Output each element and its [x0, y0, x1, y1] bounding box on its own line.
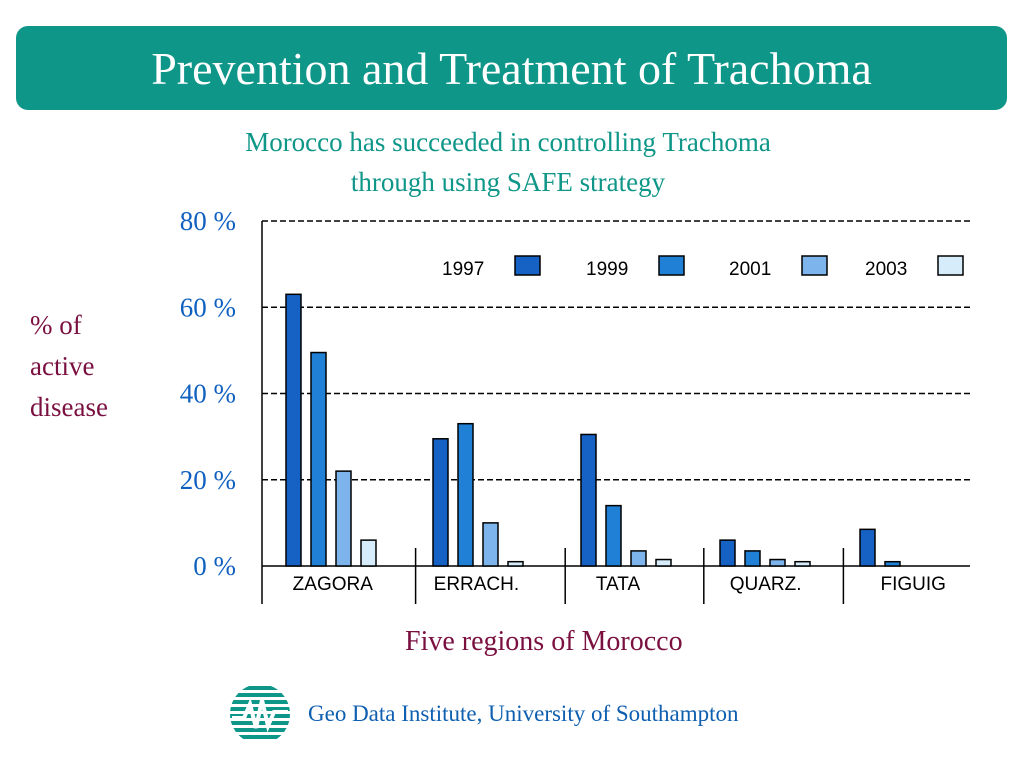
title-banner: Prevention and Treatment of Trachoma	[16, 26, 1007, 110]
legend-swatch-1999	[658, 255, 685, 276]
y-tick-label-3: 60 %	[180, 292, 236, 322]
legend-label-1997: 1997	[442, 259, 484, 280]
bar-tata-2003	[655, 558, 672, 567]
bar-tata-1999	[605, 504, 622, 567]
legend-label-2001: 2001	[729, 259, 771, 280]
x-axis-title: Five regions of Morocco	[405, 626, 683, 657]
slide-title: Prevention and Treatment of Trachoma	[151, 42, 872, 94]
y-tick-label-2: 40 %	[180, 379, 236, 409]
bar-errach-1999	[457, 422, 474, 567]
bar-quarz-2003	[794, 560, 811, 567]
subtitle: Morocco has succeeded in controlling Tra…	[0, 122, 1016, 202]
bar-zagora-1999	[310, 351, 327, 567]
legend-swatch-2001	[801, 255, 828, 276]
bar-figuig-1997	[859, 528, 876, 567]
bar-errach-2001	[482, 522, 499, 567]
legend-swatch-1997	[514, 255, 541, 276]
bar-errach-1997	[432, 438, 449, 567]
y-axis-title: % of active disease	[30, 305, 108, 428]
bar-zagora-2001	[335, 470, 352, 567]
y-tick-label-0: 0 %	[193, 551, 236, 581]
bar-errach-2003	[507, 560, 524, 567]
bar-figuig-1999	[884, 560, 901, 567]
y-axis-title-line-1: % of	[30, 310, 82, 340]
subtitle-line-2: through using SAFE strategy	[350, 167, 666, 197]
y-axis-title-line-3: disease	[30, 392, 108, 422]
legend-label-2003: 2003	[865, 259, 907, 280]
geo-data-institute-logo-icon	[230, 686, 290, 739]
bar-quarz-1997	[719, 539, 736, 567]
y-tick-label-1: 20 %	[180, 465, 236, 495]
x-tick-label-0: ZAGORA	[293, 574, 374, 595]
bar-zagora-1997	[285, 293, 302, 567]
subtitle-line-1: Morocco has succeeded in controlling Tra…	[245, 127, 771, 157]
y-axis-title-line-2: active	[30, 351, 95, 381]
footer-text: Geo Data Institute, University of Southa…	[308, 701, 739, 726]
footer: Geo Data Institute, University of Southa…	[228, 682, 739, 746]
bar-zagora-2003	[360, 539, 377, 567]
legend-label-1999: 1999	[586, 259, 628, 280]
bar-tata-2001	[630, 550, 647, 567]
bar-quarz-1999	[744, 550, 761, 567]
x-tick-label-4: FIGUIG	[880, 574, 945, 595]
x-tick-label-3: QUARZ.	[730, 574, 802, 595]
legend-swatch-2003	[937, 255, 964, 276]
y-tick-label-4: 80 %	[180, 206, 236, 236]
x-tick-label-2: TATA	[596, 574, 641, 595]
bar-tata-1997	[580, 433, 597, 567]
x-tick-label-1: ERRACH.	[434, 574, 520, 595]
bar-quarz-2001	[769, 558, 786, 567]
